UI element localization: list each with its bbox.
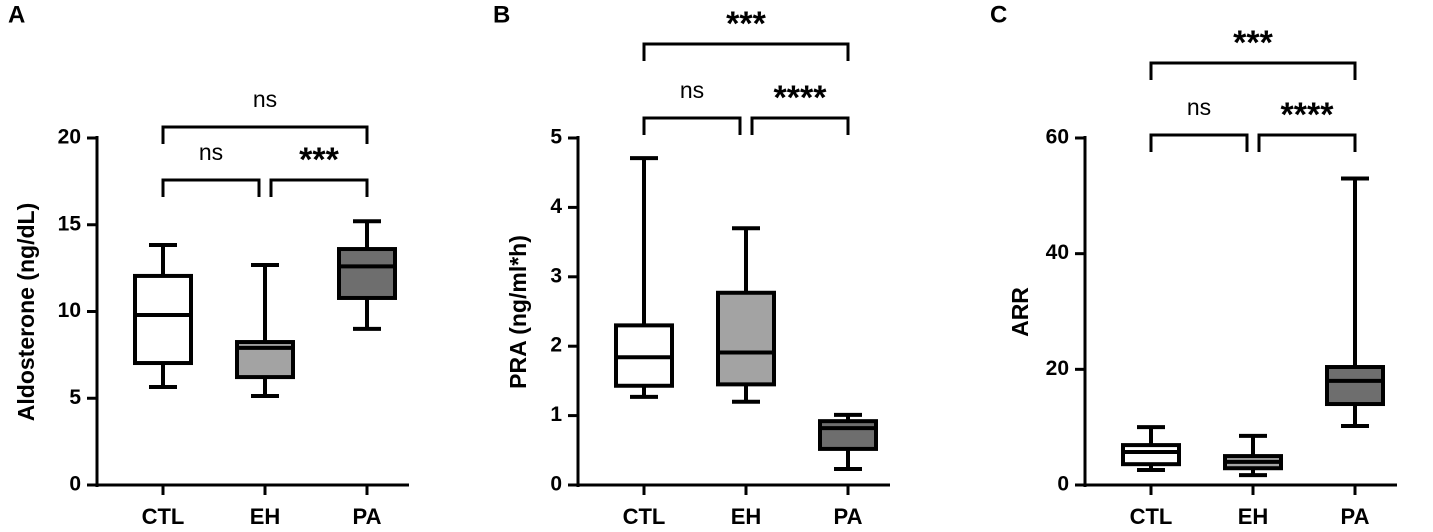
x-tick-label: CTL (623, 504, 666, 529)
significance-label: *** (726, 5, 766, 43)
y-axis-label: Aldosterone (ng/dL) (13, 203, 39, 421)
significance-label: *** (1233, 24, 1273, 62)
significance-bracket (642, 42, 850, 61)
y-axis-label: ARR (1007, 287, 1033, 337)
box (337, 247, 397, 300)
upper-whisker (149, 243, 177, 276)
x-tick-label: EH (1238, 504, 1269, 529)
y-tick-label: 1 (550, 403, 562, 426)
y-tick-label: 15 (58, 212, 82, 235)
significance-label: **** (1281, 96, 1335, 134)
upper-whisker (1341, 176, 1369, 368)
y-tick-label: 3 (550, 264, 562, 287)
box (818, 419, 878, 451)
upper-whisker (630, 156, 658, 326)
y-tick-label: 20 (58, 126, 81, 149)
y-tick-label: 4 (550, 195, 562, 218)
x-tick-label: PA (834, 504, 863, 529)
upper-whisker (353, 219, 381, 250)
significance-label: ns (680, 77, 704, 103)
panel-letter: B (493, 1, 510, 28)
box (716, 290, 776, 387)
upper-whisker (1239, 433, 1267, 457)
significance-label: ns (1187, 94, 1211, 120)
x-tick-label: EH (250, 504, 281, 529)
panel-letter: C (990, 1, 1007, 28)
box (1325, 365, 1385, 407)
significance-bracket (1149, 61, 1357, 80)
significance-bracket (161, 178, 261, 197)
y-tick-label: 5 (69, 386, 81, 409)
x-tick-label: PA (1341, 504, 1370, 529)
y-tick-label: 0 (1057, 473, 1069, 496)
panel-letter: A (8, 1, 25, 28)
lower-whisker (834, 448, 862, 472)
lower-whisker (149, 363, 177, 389)
significance-bracket (1257, 133, 1357, 152)
significance-bracket (161, 125, 369, 144)
x-tick-label: EH (731, 504, 762, 529)
x-tick-label: CTL (1130, 504, 1173, 529)
y-tick-label: 2 (550, 334, 562, 357)
significance-label: **** (774, 79, 828, 117)
lower-whisker (732, 384, 760, 404)
y-tick-label: 5 (550, 126, 562, 149)
y-tick-label: 60 (1046, 126, 1069, 149)
x-tick-label: CTL (142, 504, 185, 529)
y-axis-label: PRA (ng/ml*h) (505, 235, 531, 389)
upper-whisker (251, 263, 279, 343)
significance-label: ns (253, 86, 277, 112)
significance-bracket (642, 116, 742, 135)
upper-whisker (1137, 425, 1165, 446)
y-tick-label: 40 (1046, 241, 1069, 264)
lower-whisker (251, 377, 279, 398)
y-tick-label: 0 (550, 473, 562, 496)
significance-label: ns (199, 139, 223, 165)
y-tick-label: 10 (58, 299, 81, 322)
significance-bracket (750, 116, 850, 135)
upper-whisker (732, 226, 760, 293)
x-tick-label: PA (353, 504, 382, 529)
significance-bracket (1149, 133, 1249, 152)
significance-label: *** (299, 141, 339, 179)
box (1121, 443, 1181, 467)
y-tick-label: 0 (69, 473, 81, 496)
lower-whisker (353, 297, 381, 331)
significance-bracket (269, 178, 369, 197)
box (133, 273, 193, 366)
lower-whisker (1341, 404, 1369, 429)
y-tick-label: 20 (1046, 357, 1069, 380)
